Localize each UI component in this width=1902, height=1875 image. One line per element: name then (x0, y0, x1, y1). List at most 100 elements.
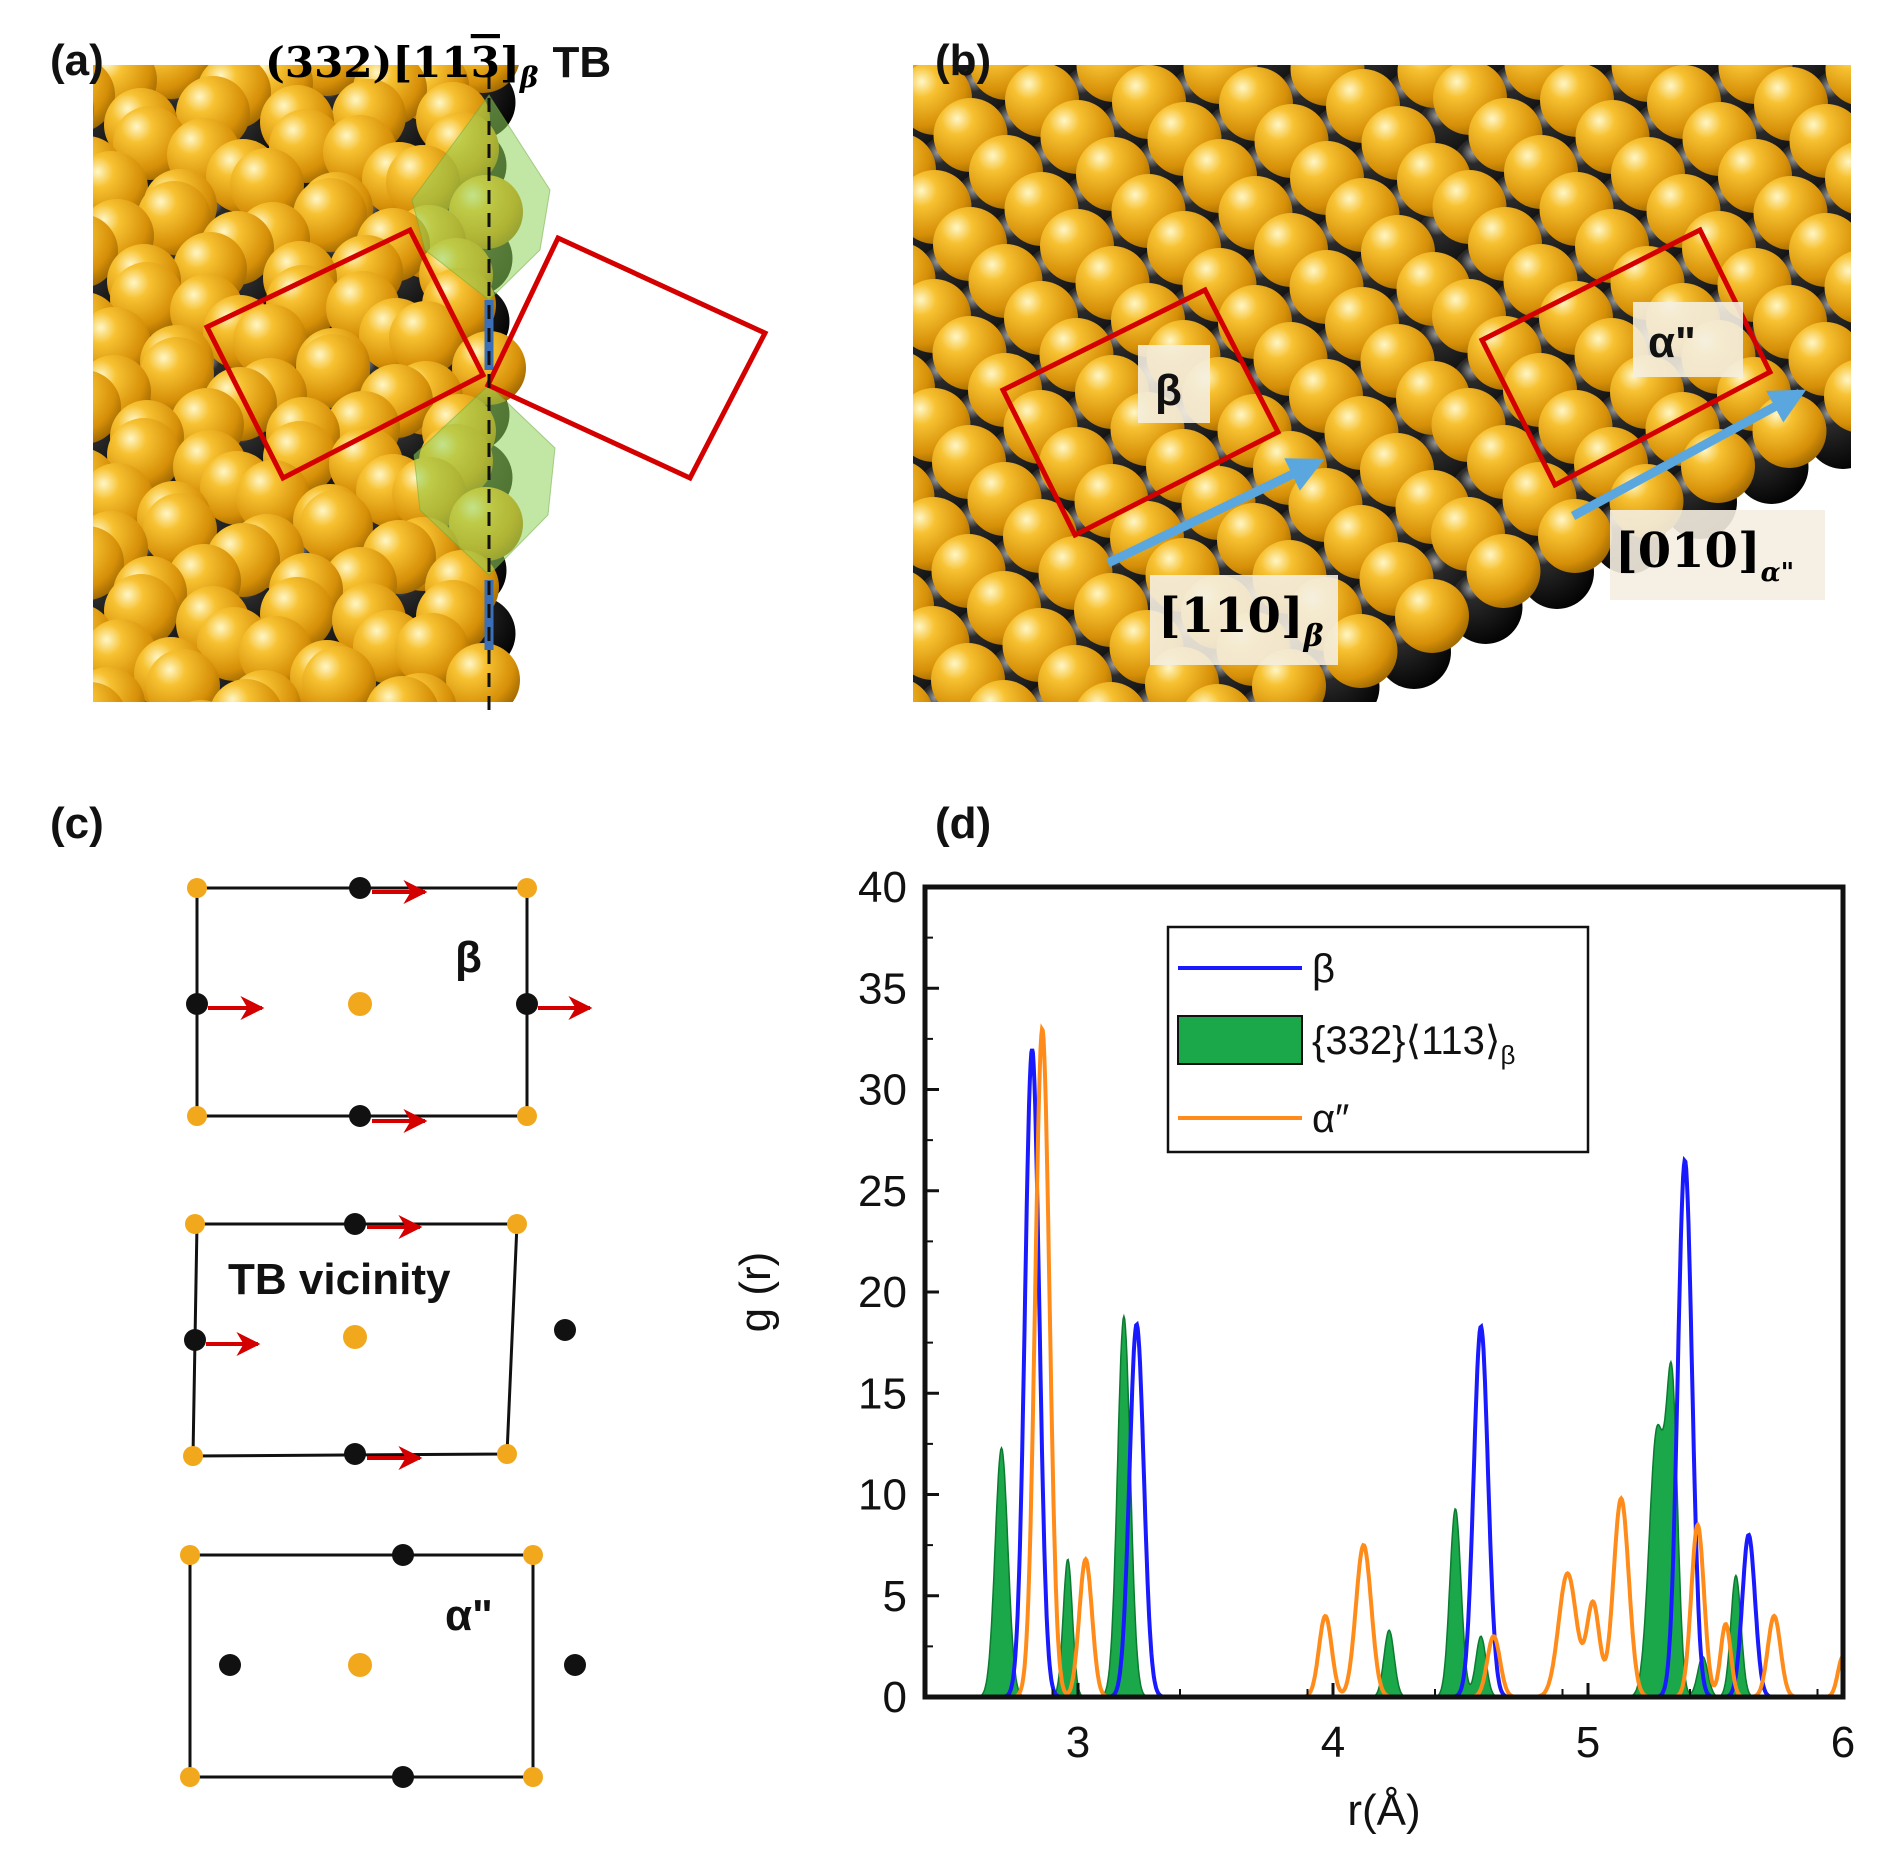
gold-atom (389, 301, 463, 375)
panel-b-dir-beta-label: [110]β (1158, 588, 1324, 654)
gold-atom (296, 334, 370, 408)
cell-alpha-gold-atoms (180, 1545, 543, 1787)
panel-a-atom-lattice (17, 65, 526, 777)
x-axis-label: r(Å) (1347, 1786, 1420, 1835)
gold-atom (302, 646, 376, 702)
gold-atom (366, 676, 438, 702)
gold-atom (1824, 251, 1851, 323)
x-tick-label: 4 (1321, 1718, 1345, 1767)
panel-b-dir-alpha-bg (1610, 510, 1825, 600)
gold-atom (1824, 360, 1851, 432)
y-tick-label: 40 (858, 863, 907, 912)
y-tick-label: 5 (883, 1572, 907, 1621)
y-tick-label: 15 (858, 1369, 907, 1418)
panel-b-dir-alpha-label: [010]α" (1615, 523, 1794, 588)
panel-b-beta-label-bg (1138, 345, 1210, 423)
y-tick-label: 0 (883, 1673, 907, 1722)
y-tick-label: 35 (858, 964, 907, 1013)
black-atom (117, 65, 156, 71)
black-atom (913, 407, 917, 441)
cell-tb-shuffle-arrows (206, 1215, 423, 1470)
x-tick-label: 6 (1831, 1718, 1855, 1767)
rdf-chart: 3 4 5 6 0 5 10 15 20 25 30 35 40 r(Å) g (r) β {332}⟨113⟩… (731, 863, 1855, 1835)
gold-atom (1185, 684, 1250, 702)
gold-atom (1789, 104, 1851, 178)
gold-atom (93, 682, 123, 702)
series-alpha-line (925, 1023, 1843, 1697)
cell-alpha-label: α" (445, 1591, 493, 1640)
gold-atom (93, 101, 94, 119)
gold-atom (320, 703, 394, 777)
gold-atom (1825, 142, 1851, 214)
panel-a-unit-cells (203, 226, 769, 482)
gold-atom (969, 680, 1038, 702)
gold-atom (93, 667, 145, 702)
y-tick-label: 30 (858, 1066, 907, 1115)
gold-atom (1788, 322, 1851, 396)
panel-b-beta-label: β (1155, 366, 1182, 415)
gold-atom (446, 643, 520, 702)
legend-entry-label: {332}⟨113⟩β (1312, 1019, 1515, 1070)
black-atom (913, 77, 919, 117)
gold-atom (1752, 394, 1827, 468)
gold-atom (146, 649, 220, 702)
panel-c: (c) β (50, 799, 593, 1788)
gold-atom (913, 681, 932, 702)
black-atom (330, 692, 381, 702)
black-atom (913, 297, 918, 333)
cell-tb-gold-atoms (183, 1214, 527, 1466)
black-atom (178, 695, 221, 702)
gold-atom (1323, 614, 1398, 688)
series-beta-line (925, 1048, 1843, 1697)
black-atom (1842, 227, 1851, 275)
x-tick-label: 5 (1576, 1718, 1600, 1767)
panel-b-alpha-label: α" (1648, 318, 1696, 367)
gold-atom (1538, 499, 1612, 573)
black-atom (913, 187, 918, 225)
black-atom (93, 668, 99, 702)
cell-beta-gold-atoms (187, 878, 537, 1126)
gold-atom (230, 148, 304, 222)
gold-atom (233, 304, 307, 378)
cell-tb-label: TB vicinity (228, 1255, 451, 1304)
gold-atom (93, 371, 121, 443)
panel-b-dir-beta-bg (1150, 575, 1338, 665)
panel-a-twin-polyhedra (411, 94, 556, 576)
cell-beta-label: β (455, 933, 482, 982)
x-tick-label: 3 (1066, 1718, 1090, 1767)
cell-alpha: α" (180, 1544, 586, 1788)
panel-a: (a) (332)[113]β TB (17, 36, 769, 777)
y-tick-label: 10 (858, 1471, 907, 1520)
panel-b-direction-arrows (1106, 389, 1807, 568)
black-atom (93, 180, 102, 229)
y-axis-label: g (r) (731, 1252, 780, 1333)
gold-atom (17, 229, 91, 303)
gold-atom (293, 178, 367, 252)
legend-swatch (1177, 1015, 1303, 1065)
gold-atom (1077, 682, 1144, 702)
cell-beta-black-atoms (186, 877, 538, 1127)
gold-atom (211, 679, 281, 702)
legend-entry-label: α″ (1312, 1097, 1349, 1141)
legend-entry-label: β (1312, 947, 1335, 991)
panel-a-label: (a) (50, 36, 104, 85)
gold-atom (931, 643, 1005, 702)
cell-alpha-black-atoms (219, 1544, 586, 1788)
cell-beta: β (186, 877, 593, 1133)
cell-beta-shuffle-arrows (208, 880, 593, 1133)
gold-atom (1789, 213, 1851, 287)
black-atom (93, 507, 102, 556)
panel-b-label: (b) (935, 36, 991, 85)
panel-d: (d) 3 4 5 6 0 5 10 15 20 25 30 35 40 r(Å) g (r) β {332}⟨… (731, 799, 1855, 1835)
gold-atom (1466, 534, 1541, 608)
panel-d-label: (d) (935, 799, 991, 848)
y-tick-label: 20 (858, 1268, 907, 1317)
cell-tb-black-atoms (184, 1213, 576, 1465)
black-atom (1843, 119, 1851, 165)
gold-atom (1825, 65, 1851, 105)
panel-b-alpha-label-bg (1633, 302, 1743, 377)
gold-atom (236, 460, 310, 534)
panel-b-unit-cells (999, 226, 1774, 539)
chart-legend: β {332}⟨113⟩β α″ (1166, 925, 1590, 1154)
panel-b: β α" [110]β [010]α" (b) (913, 36, 1851, 702)
